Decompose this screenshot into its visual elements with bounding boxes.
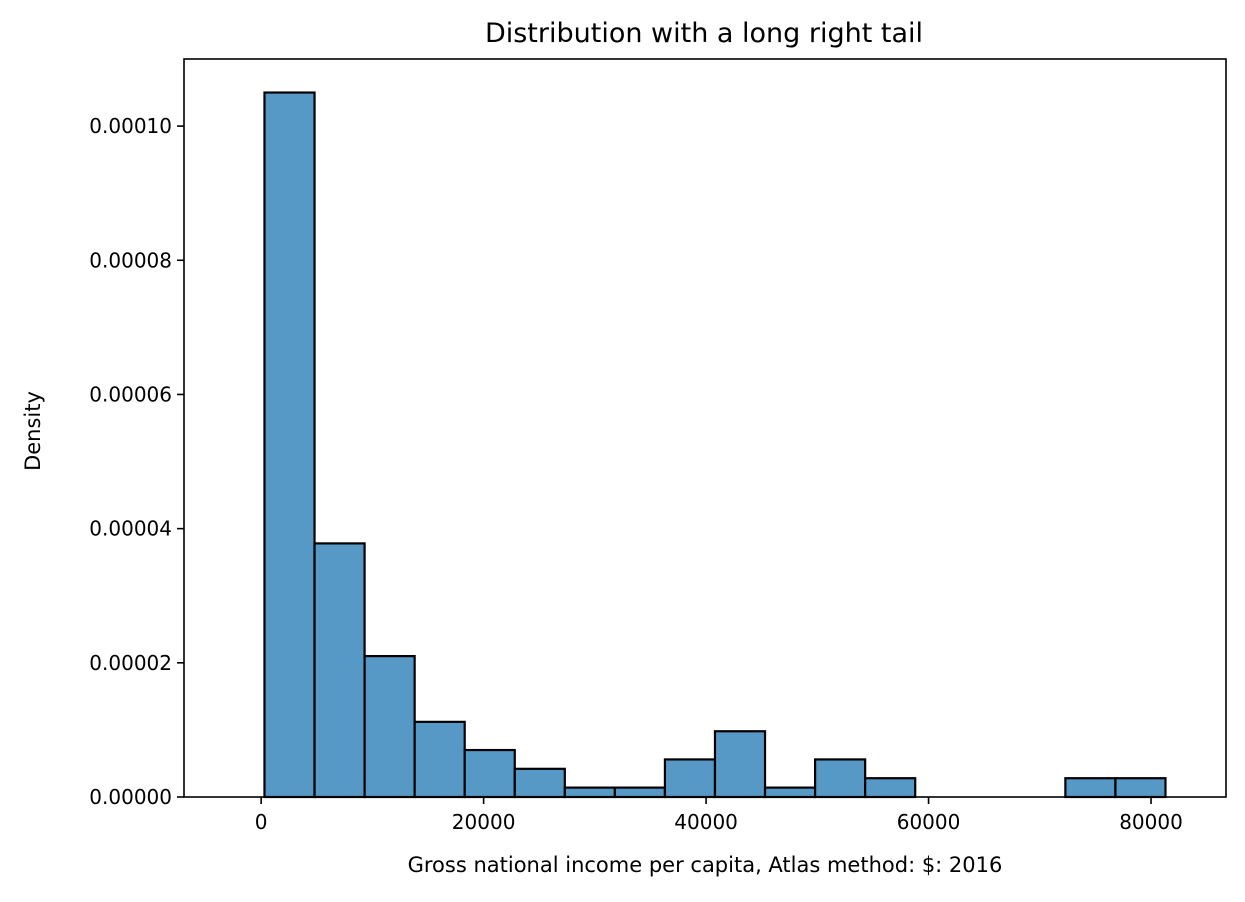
histogram-bar-4 <box>463 748 516 799</box>
histogram-bar-17 <box>1114 777 1167 799</box>
x-tick-label: 60000 <box>897 810 961 834</box>
histogram-bar-0 <box>263 91 316 799</box>
x-tick-label: 40000 <box>674 810 738 834</box>
histogram-bar-5 <box>513 767 566 799</box>
y-tick-label: 0.00008 <box>89 248 172 272</box>
y-tick-label: 0.00002 <box>89 651 172 675</box>
chart-title: Distribution with a long right tail <box>485 18 923 49</box>
y-tick-label: 0.00000 <box>89 785 172 809</box>
histogram-bar-11 <box>813 758 867 799</box>
x-tick-label: 80000 <box>1119 810 1183 834</box>
y-tick-label: 0.00010 <box>89 114 172 138</box>
histogram-bar-7 <box>613 786 667 799</box>
histogram-bar-6 <box>563 786 616 799</box>
histogram-bar-1 <box>313 542 366 799</box>
plot-frame <box>183 58 1227 798</box>
histogram-bar-8 <box>663 758 717 799</box>
x-axis-label: Gross national income per capita, Atlas … <box>408 853 1003 877</box>
x-tick-label: 0 <box>255 810 268 834</box>
histogram-bar-9 <box>713 730 767 799</box>
histogram-bar-12 <box>864 777 917 799</box>
y-tick-label: 0.00006 <box>89 382 172 406</box>
histogram-bar-10 <box>763 786 817 799</box>
histogram-bar-16 <box>1064 777 1117 799</box>
histogram-bar-2 <box>363 655 416 799</box>
x-axis: 0 20000 40000 60000 80000 <box>255 797 1183 834</box>
bars-layer <box>263 91 1167 799</box>
x-tick-label: 20000 <box>452 810 516 834</box>
histogram-bar-3 <box>413 720 466 799</box>
y-axis-label: Density <box>21 391 45 471</box>
y-axis: 0.00000 0.00002 0.00004 0.00006 0.00008 0.000… <box>89 114 184 809</box>
y-tick-label: 0.00004 <box>89 517 172 541</box>
